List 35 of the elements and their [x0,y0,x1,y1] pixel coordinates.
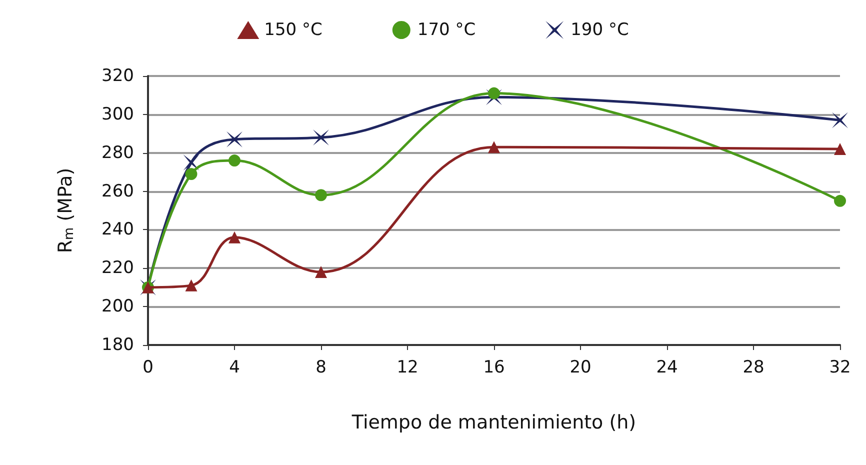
point [315,189,327,202]
point [185,279,198,292]
y-tick-label: 300 [102,104,134,124]
point [488,141,500,154]
point [228,154,240,167]
point [832,112,848,128]
x-tick-label: 32 [829,358,851,378]
y-tick-label: 320 [102,66,134,86]
point [313,129,329,146]
point [183,154,200,170]
legend-label: 170 °C [417,20,476,40]
x-tick-label: 12 [396,358,418,378]
point [228,231,240,244]
y-tick-label: 240 [102,220,134,240]
point [315,266,327,278]
x-tick-label: 24 [656,358,678,378]
x-axis-title: Tiempo de mantenimiento (h) [350,412,636,434]
y-tick-label: 280 [102,142,134,163]
y-axis-title: Rm (MPa) [54,168,77,254]
point [226,131,242,148]
y-tick-label: 220 [102,258,134,278]
point [834,143,846,156]
x-tick-label: 20 [570,358,592,378]
legend-label: 150 °C [264,20,322,40]
x-tick-label: 28 [742,358,764,378]
x-tick-label: 16 [483,358,505,378]
y-tick-label: 180 [102,335,134,355]
x-tick-label: 8 [316,358,326,378]
x-tick-label: 0 [142,358,154,378]
point [834,194,846,207]
y-tick-label: 200 [102,296,134,317]
legend-label: 190 °C [570,20,629,40]
x-tick-label: 4 [229,358,240,378]
point [185,168,198,180]
y-tick-label: 260 [102,181,134,202]
